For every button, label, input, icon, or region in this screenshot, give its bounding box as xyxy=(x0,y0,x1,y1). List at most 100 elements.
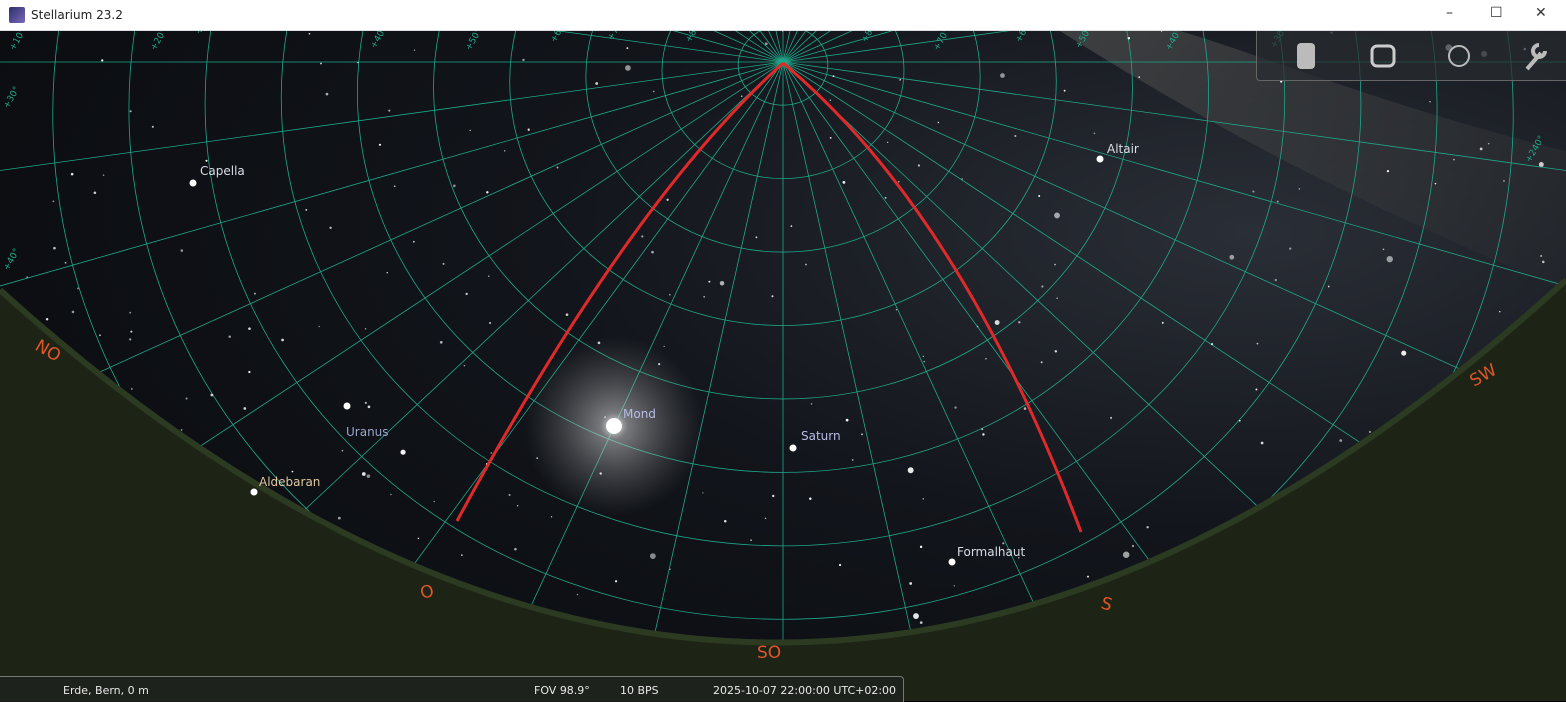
grid-label: +30° xyxy=(194,31,214,37)
star xyxy=(1063,89,1066,92)
star xyxy=(1014,134,1017,138)
star xyxy=(93,191,97,195)
star xyxy=(1054,350,1058,353)
star xyxy=(1161,321,1164,324)
location: Erde, Bern, 0 m xyxy=(63,684,149,697)
azimuth-line xyxy=(782,61,1566,643)
star xyxy=(390,493,392,496)
minimize-button[interactable]: – xyxy=(1446,5,1453,21)
star xyxy=(652,90,655,93)
azimuth-line xyxy=(0,61,784,613)
star xyxy=(243,407,247,410)
star xyxy=(1210,342,1214,346)
star xyxy=(1298,188,1301,190)
star xyxy=(378,143,382,146)
star xyxy=(832,75,835,78)
object-label: Aldebaran xyxy=(259,475,320,489)
star xyxy=(490,452,493,454)
star xyxy=(595,82,599,85)
star xyxy=(922,355,924,357)
star xyxy=(337,516,341,520)
star xyxy=(1429,101,1431,103)
star xyxy=(386,272,388,274)
star xyxy=(130,330,133,333)
star xyxy=(205,159,208,162)
star xyxy=(439,340,443,344)
object-label: Uranus xyxy=(346,425,389,439)
celestial-object[interactable] xyxy=(789,444,797,452)
star xyxy=(453,184,456,188)
star xyxy=(129,110,132,113)
ground xyxy=(0,280,1566,701)
azimuth-line xyxy=(782,61,1566,439)
celestial-object[interactable] xyxy=(948,558,956,566)
star xyxy=(1339,439,1343,442)
star xyxy=(1040,361,1043,364)
star xyxy=(329,226,332,229)
star xyxy=(895,309,898,311)
star xyxy=(668,293,671,296)
star xyxy=(463,364,466,367)
azimuth-line xyxy=(782,61,1566,643)
star xyxy=(248,327,251,330)
star xyxy=(961,178,963,180)
star xyxy=(897,180,900,183)
star xyxy=(527,128,530,131)
star xyxy=(809,497,812,500)
star xyxy=(514,547,517,551)
star xyxy=(982,433,985,436)
celestial-object[interactable] xyxy=(189,179,197,187)
star xyxy=(1110,416,1113,419)
star xyxy=(185,397,188,400)
screen-button[interactable] xyxy=(1370,44,1396,68)
star xyxy=(771,295,774,298)
star xyxy=(487,275,490,278)
star xyxy=(341,449,344,452)
celestial-object[interactable] xyxy=(343,402,351,410)
star xyxy=(308,32,311,35)
toolbar-icons xyxy=(1297,43,1547,71)
star xyxy=(994,320,1000,325)
star xyxy=(550,516,553,518)
object-label: Saturn xyxy=(801,429,841,443)
star xyxy=(131,388,133,390)
star xyxy=(1487,142,1490,145)
star xyxy=(442,262,445,265)
star xyxy=(829,136,832,139)
location-button[interactable] xyxy=(1448,45,1470,67)
datetime: 2025-10-07 22:00:00 UTC+02:00 xyxy=(713,684,897,697)
star xyxy=(937,121,940,124)
telescope-button[interactable] xyxy=(1297,43,1315,69)
azimuth-line xyxy=(782,61,1566,613)
compass-label: S xyxy=(1099,594,1115,616)
star xyxy=(52,200,55,203)
star xyxy=(764,517,767,520)
star xyxy=(357,61,359,64)
maximize-button[interactable]: ☐ xyxy=(1490,5,1503,21)
star xyxy=(1382,248,1385,251)
star xyxy=(522,58,525,62)
sky-view[interactable]: Capella Altair Mond Saturn Uranus Aldebaran Fo… xyxy=(0,31,1566,701)
close-button[interactable]: ✕ xyxy=(1535,5,1547,21)
star xyxy=(412,240,415,243)
star xyxy=(1086,575,1090,578)
star xyxy=(1017,557,1020,559)
star xyxy=(1542,260,1545,264)
celestial-object[interactable] xyxy=(606,418,622,434)
star xyxy=(909,582,913,585)
fov: FOV 98.9° xyxy=(534,684,590,697)
star xyxy=(1453,158,1455,161)
star xyxy=(366,474,371,478)
star xyxy=(45,317,49,321)
object-label: Formalhaut xyxy=(957,545,1025,559)
star xyxy=(1041,285,1044,288)
star xyxy=(861,433,863,436)
celestial-object[interactable] xyxy=(250,488,258,496)
settings-button[interactable] xyxy=(1525,43,1547,71)
star xyxy=(361,472,366,476)
star xyxy=(1503,180,1505,182)
star xyxy=(923,360,926,363)
star xyxy=(842,180,846,184)
celestial-object[interactable] xyxy=(1096,155,1104,163)
